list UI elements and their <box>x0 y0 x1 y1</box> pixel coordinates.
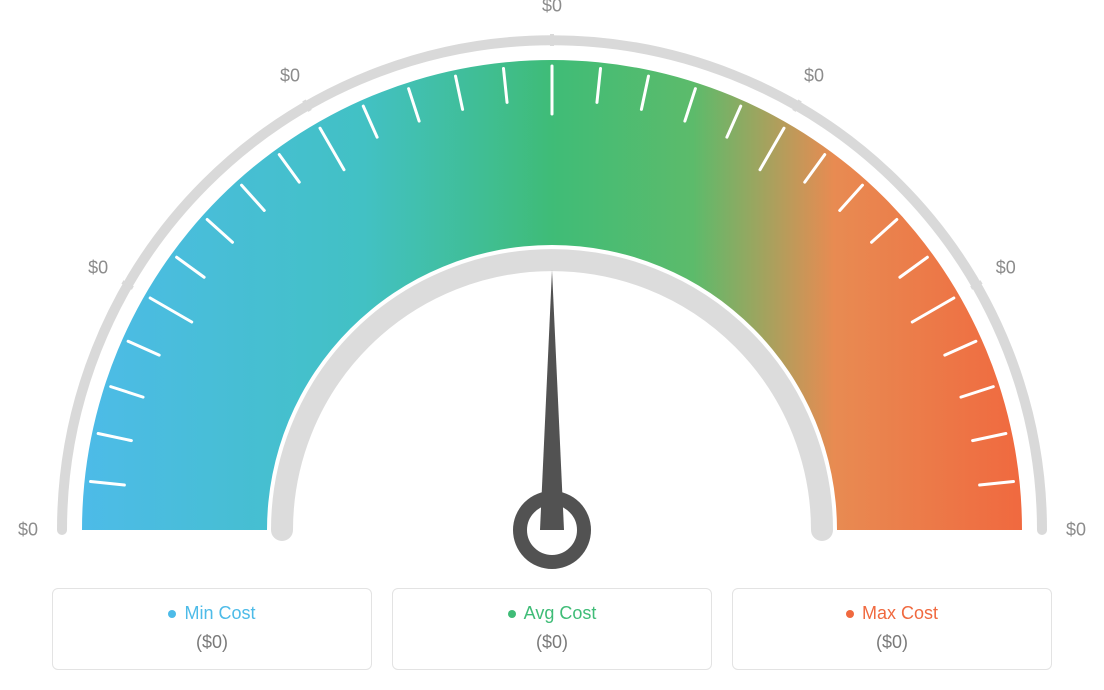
legend-row: Min Cost ($0) Avg Cost ($0) Max Cost ($0… <box>0 588 1104 670</box>
legend-card-avg: Avg Cost ($0) <box>392 588 712 670</box>
gauge-tick-label: $0 <box>996 258 1016 279</box>
gauge-tick-label: $0 <box>1066 520 1086 541</box>
gauge-svg <box>0 20 1104 580</box>
legend-title-min: Min Cost <box>168 603 255 624</box>
legend-dot-max <box>846 610 854 618</box>
gauge-tick-label: $0 <box>804 66 824 87</box>
legend-dot-min <box>168 610 176 618</box>
legend-label-avg: Avg Cost <box>524 603 597 624</box>
gauge-chart: $0 $0 $0 $0 $0 $0 $0 <box>0 0 1104 560</box>
legend-card-max: Max Cost ($0) <box>732 588 1052 670</box>
gauge-tick-label: $0 <box>88 258 108 279</box>
gauge-tick-label: $0 <box>280 66 300 87</box>
legend-value-avg: ($0) <box>413 632 691 653</box>
legend-title-avg: Avg Cost <box>508 603 597 624</box>
legend-title-max: Max Cost <box>846 603 938 624</box>
gauge-tick-label: $0 <box>542 0 562 17</box>
legend-dot-avg <box>508 610 516 618</box>
legend-value-min: ($0) <box>73 632 351 653</box>
legend-label-min: Min Cost <box>184 603 255 624</box>
gauge-tick-label: $0 <box>18 520 38 541</box>
legend-card-min: Min Cost ($0) <box>52 588 372 670</box>
legend-value-max: ($0) <box>753 632 1031 653</box>
legend-label-max: Max Cost <box>862 603 938 624</box>
